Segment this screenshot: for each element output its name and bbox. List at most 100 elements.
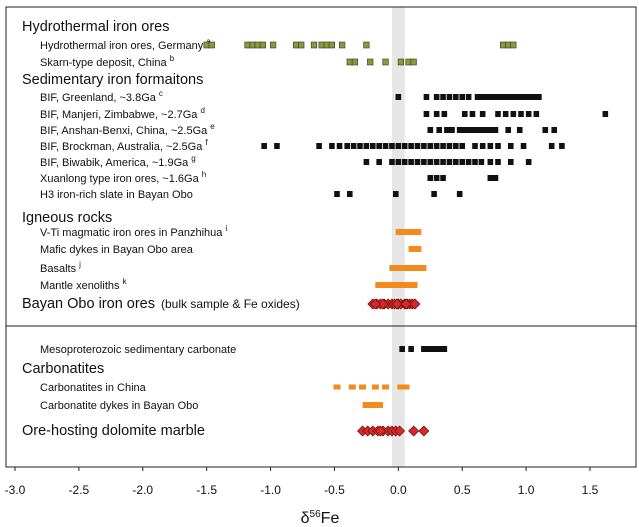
data-point	[520, 143, 527, 149]
data-point	[433, 143, 440, 149]
data-point	[472, 159, 478, 165]
x-tick-label: -1.5	[196, 483, 217, 497]
data-point	[328, 41, 335, 49]
row-label: BIF, Greenland, ~3.8Ga	[40, 92, 157, 104]
x-tick-label: -2.0	[132, 483, 153, 497]
data-point	[484, 94, 491, 100]
data-point	[249, 41, 256, 49]
data-point	[510, 94, 517, 100]
row-superscript: i	[225, 224, 227, 233]
data-point	[536, 94, 542, 100]
data-point	[520, 94, 527, 100]
data-point	[602, 111, 609, 117]
row-superscript: f	[205, 138, 208, 147]
row-label: BIF, Anshan-Benxi, China, ~2.5Ga	[40, 125, 208, 137]
data-range-bar	[408, 246, 422, 252]
x-tick-label: 1.5	[582, 483, 599, 497]
x-tick-label: -1.0	[260, 483, 281, 497]
data-point	[487, 159, 494, 165]
data-point	[472, 143, 478, 149]
data-point	[453, 159, 459, 165]
data-point	[440, 143, 446, 149]
data-point	[440, 94, 446, 100]
data-point	[474, 94, 481, 100]
data-point	[542, 127, 549, 133]
data-point	[495, 111, 501, 117]
data-point	[449, 127, 455, 133]
data-point	[495, 94, 501, 100]
data-point	[408, 425, 420, 437]
data-point	[505, 127, 512, 133]
data-point	[430, 346, 436, 352]
data-range-bar	[395, 229, 422, 235]
x-tick-label: -0.5	[324, 483, 345, 497]
data-point	[525, 159, 532, 165]
data-point	[391, 298, 403, 310]
group-heading: Carbonatites	[22, 361, 104, 377]
x-tick-label: 0.0	[390, 483, 407, 497]
data-point	[459, 94, 466, 100]
data-point	[401, 143, 408, 149]
data-point	[394, 425, 406, 437]
data-point	[453, 143, 459, 149]
data-point	[244, 41, 251, 49]
data-point	[369, 143, 376, 149]
x-tick-label: 1.0	[518, 483, 535, 497]
data-point	[446, 143, 453, 149]
row-label: BIF, Biwabik, America, ~1.9Ga	[40, 157, 189, 169]
data-point	[261, 143, 267, 149]
data-point	[510, 111, 517, 117]
data-point	[518, 111, 524, 117]
data-point	[427, 143, 434, 149]
row-label: Mafic dykes in Bayan Obo area	[40, 244, 194, 256]
data-point	[441, 111, 448, 117]
x-axis-title: δ56Fe	[301, 509, 340, 527]
data-point	[421, 346, 427, 352]
data-point	[469, 111, 476, 117]
data-point	[392, 191, 399, 197]
data-point	[510, 41, 517, 49]
x-tick-label: 0.5	[454, 483, 471, 497]
data-point	[515, 94, 522, 100]
data-point	[363, 159, 370, 165]
group-heading: Sedimentary iron formaitons	[22, 72, 203, 88]
data-point	[389, 143, 395, 149]
row-label: BIF, Manjeri, Zimbabwe, ~2.7Ga	[40, 109, 198, 121]
row-label: Bayan Obo iron ores	[22, 296, 155, 312]
data-point	[433, 111, 440, 117]
group-heading: Hydrothermal iron ores	[22, 19, 169, 35]
row-label: Basalts	[40, 263, 77, 275]
data-point	[369, 298, 381, 310]
data-point	[440, 175, 446, 181]
data-point	[405, 58, 412, 66]
data-point	[382, 143, 389, 149]
data-point	[525, 111, 532, 117]
data-point	[414, 159, 421, 165]
data-point	[339, 41, 346, 49]
data-point	[399, 346, 405, 352]
data-point	[500, 94, 506, 100]
row-label: Ore-hosting dolomite marble	[22, 423, 205, 439]
data-point	[427, 159, 434, 165]
row-label: Carbonatites in China	[40, 382, 147, 394]
data-point	[456, 127, 463, 133]
row-superscript: c	[159, 89, 163, 98]
data-point	[254, 41, 261, 49]
data-point	[426, 346, 432, 352]
data-point	[363, 143, 370, 149]
data-point	[465, 159, 472, 165]
data-point	[505, 94, 512, 100]
data-point	[433, 94, 440, 100]
data-point	[395, 159, 402, 165]
data-point	[548, 143, 555, 149]
data-point	[329, 143, 335, 149]
data-range-bar	[389, 265, 427, 271]
data-point	[433, 175, 440, 181]
data-point	[492, 175, 499, 181]
data-point	[274, 143, 280, 149]
data-point	[551, 127, 558, 133]
data-point	[374, 425, 386, 437]
row-note: (bulk sample & Fe oxides)	[161, 297, 300, 311]
data-point	[423, 111, 430, 117]
data-point	[433, 346, 440, 352]
